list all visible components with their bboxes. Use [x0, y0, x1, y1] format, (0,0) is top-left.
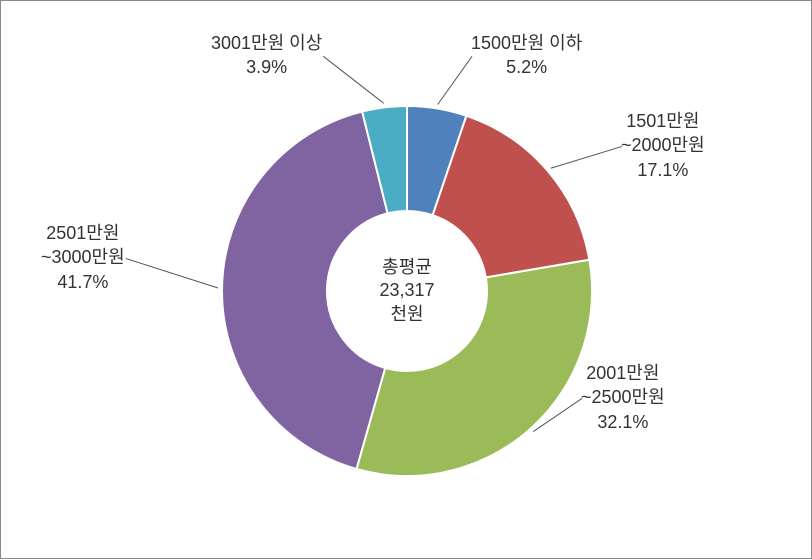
slice-label-1: 1501만원~2000만원17.1% — [621, 109, 705, 182]
leader-line-3 — [126, 258, 218, 288]
slice-label-4-line-0: 3001만원 이상 — [211, 31, 322, 55]
slice-label-3-line-1: ~3000만원 — [41, 245, 125, 269]
slice-label-1-line-2: 17.1% — [621, 158, 705, 182]
slice-label-2: 2001만원~2500만원32.1% — [581, 361, 665, 434]
chart-frame: 1500만원 이하5.2% 1501만원~2000만원17.1% 2001만원~25… — [0, 0, 812, 559]
slice-label-0-line-0: 1500만원 이하 — [471, 31, 582, 55]
slice-label-4-line-1: 3.9% — [211, 55, 322, 79]
center-label: 총평균23,317천원 — [379, 256, 434, 326]
center-label-line-0: 총평균 — [379, 256, 434, 279]
slice-label-0: 1500만원 이하5.2% — [471, 31, 582, 80]
slice-label-3-line-2: 41.7% — [41, 270, 125, 294]
center-label-line-1: 23,317 — [379, 279, 434, 302]
slice-label-1-line-0: 1501만원 — [621, 109, 705, 133]
slice-label-4: 3001만원 이상3.9% — [211, 31, 322, 80]
slice-label-2-line-2: 32.1% — [581, 410, 665, 434]
leader-line-0 — [438, 56, 472, 104]
slice-label-2-line-1: ~2500만원 — [581, 385, 665, 409]
slice-label-1-line-1: ~2000만원 — [621, 133, 705, 157]
slice-label-3: 2501만원~3000만원41.7% — [41, 221, 125, 294]
leader-line-1 — [551, 146, 622, 168]
center-label-line-2: 천원 — [379, 303, 434, 326]
leader-line-4 — [323, 56, 384, 103]
slice-label-3-line-0: 2501만원 — [41, 221, 125, 245]
donut-slice-3 — [222, 112, 388, 469]
slice-label-0-line-1: 5.2% — [471, 55, 582, 79]
slice-label-2-line-0: 2001만원 — [581, 361, 665, 385]
